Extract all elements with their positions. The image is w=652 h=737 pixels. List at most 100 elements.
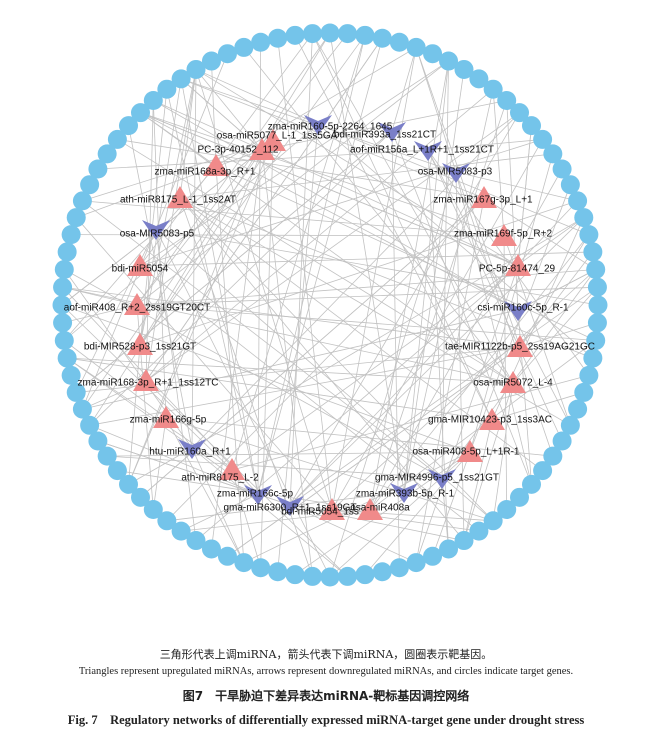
target-gene — [217, 44, 237, 64]
target-gene — [130, 487, 150, 507]
target-gene — [143, 500, 163, 520]
target-gene — [587, 277, 607, 297]
target-gene — [171, 69, 191, 89]
labels: zma-miR160-5p-2264_1645osa-miR5077_L-1_1… — [64, 122, 595, 518]
mirna-label: htu-miR160a_R+1 — [149, 447, 231, 458]
edge — [89, 130, 393, 426]
target-gene — [72, 399, 92, 419]
target-gene — [389, 32, 409, 52]
edge — [89, 424, 259, 495]
target-gene — [251, 32, 271, 52]
mirna-label: zma-miR167g-3p_L+1 — [433, 195, 533, 206]
target-gene — [119, 116, 139, 136]
edge — [62, 286, 259, 495]
mirna-label: ath-miR8175_L-1_1ss2AT — [120, 195, 236, 206]
edge — [117, 139, 485, 199]
downregulated-mirna — [428, 469, 456, 489]
edge — [155, 53, 228, 230]
target-gene — [119, 474, 139, 494]
edge — [195, 265, 519, 541]
target-gene — [157, 511, 177, 531]
upregulated-mirna — [203, 154, 229, 176]
edge — [195, 69, 319, 125]
upregulated-mirna — [219, 458, 245, 480]
mirna-label: gma-miR6300_R+1_1ss19GT — [223, 503, 356, 514]
target-gene — [201, 539, 221, 559]
edge — [331, 139, 543, 511]
edge — [139, 265, 480, 532]
edge — [195, 69, 333, 511]
edge — [82, 309, 519, 410]
mirna-label: PC-3p-40152_112 — [198, 145, 279, 156]
mirna-label: zma-miR160-5p-2264_1645 — [268, 122, 393, 133]
edge — [331, 269, 596, 511]
edge — [257, 38, 383, 495]
target-gene — [483, 79, 503, 99]
target-gene — [61, 365, 81, 385]
upregulated-mirna — [505, 254, 531, 276]
target-gene — [302, 566, 322, 586]
edge — [75, 228, 157, 393]
edge — [180, 493, 259, 532]
target-gene — [568, 191, 588, 211]
mirna-label: osa-miR408a — [350, 503, 410, 514]
edge — [82, 228, 157, 410]
target-gene — [469, 69, 489, 89]
target-gene — [97, 446, 117, 466]
downregulated-mirna — [442, 163, 470, 183]
upregulated-mirna — [500, 371, 526, 393]
edge — [469, 153, 554, 453]
upregulated-mirna — [457, 440, 483, 462]
edges — [61, 32, 599, 578]
edge — [82, 200, 505, 237]
edge — [140, 112, 514, 384]
target-gene — [107, 129, 127, 149]
target-gene — [454, 531, 474, 551]
edge — [165, 417, 494, 522]
mirna-label: zma-miR166g-5p — [130, 415, 207, 426]
target-gene — [568, 399, 588, 419]
upregulated-mirna — [507, 335, 533, 357]
edge — [191, 447, 245, 563]
edge — [165, 417, 245, 563]
mirna-label: bdi-miR5054_1ss — [281, 507, 359, 518]
mirna-label: zma-miR169f-5p_R+2 — [454, 229, 553, 240]
target-gene — [157, 79, 177, 99]
target-gene — [510, 103, 530, 123]
edge — [289, 504, 417, 563]
target-gene — [574, 382, 594, 402]
mirna-label: osa-miR5072_L-4 — [473, 378, 553, 389]
target-gene — [552, 159, 572, 179]
mirna-label: gma-MIR4996-p5_1ss21GT — [375, 473, 499, 484]
edge — [180, 78, 263, 151]
target-gene — [54, 331, 74, 351]
target-gene — [406, 553, 426, 573]
edge — [139, 139, 543, 267]
target-gene — [57, 242, 77, 262]
edge — [211, 61, 217, 167]
target-gene — [583, 348, 603, 368]
target-gene — [355, 565, 375, 585]
upregulated-mirna — [124, 293, 150, 315]
mirna-label: ath-miR8175_L-2 — [181, 473, 259, 484]
edge — [117, 139, 514, 384]
target-gene — [560, 415, 580, 435]
edge — [492, 89, 505, 237]
target-gene — [302, 24, 322, 44]
target-gene — [583, 242, 603, 262]
target-gene — [586, 331, 606, 351]
target-gene — [483, 511, 503, 531]
target-gene — [552, 431, 572, 451]
target-gene — [285, 565, 305, 585]
edge — [391, 130, 532, 485]
target-gene — [61, 225, 81, 245]
mirna-label: zma-miR393b-5p_R-1 — [356, 489, 455, 500]
edge — [215, 165, 245, 563]
edge — [512, 286, 598, 384]
edge — [136, 33, 348, 306]
edge — [369, 100, 508, 511]
target-gene — [338, 566, 358, 586]
target-gene — [54, 259, 74, 279]
edge — [415, 47, 457, 173]
upregulated-mirna — [471, 186, 497, 208]
